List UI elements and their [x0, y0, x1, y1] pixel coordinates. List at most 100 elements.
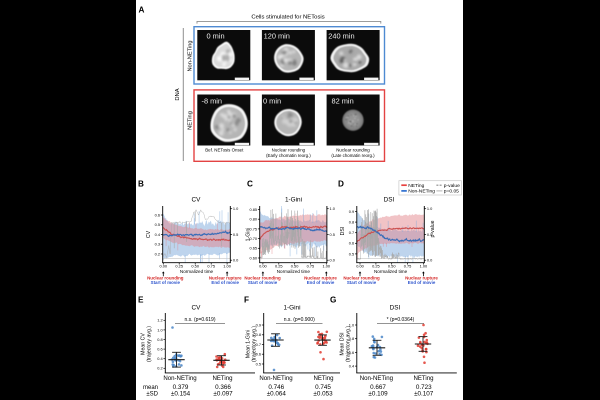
- svg-text:Nuclear rounding: Nuclear rounding: [343, 276, 380, 281]
- svg-text:0.5: 0.5: [256, 361, 261, 366]
- svg-text:0.746: 0.746: [268, 384, 284, 391]
- svg-text:p-value: p-value: [444, 183, 460, 189]
- svg-text:NETing: NETing: [413, 375, 433, 382]
- svg-text:(trajectory avg.): (trajectory avg.): [346, 326, 352, 362]
- svg-text:0.0: 0.0: [427, 258, 433, 263]
- svg-text:CV: CV: [146, 230, 152, 238]
- svg-text:120 min: 120 min: [264, 32, 290, 41]
- svg-text:0.6: 0.6: [349, 241, 354, 246]
- svg-text:0.75: 0.75: [404, 264, 412, 269]
- svg-text:0.9: 0.9: [349, 209, 354, 214]
- svg-text:0.8: 0.8: [349, 336, 354, 341]
- svg-text:Nuclear rupture: Nuclear rupture: [304, 276, 337, 281]
- svg-text:D: D: [338, 179, 344, 188]
- svg-text:Non-NETing: Non-NETing: [259, 375, 292, 382]
- svg-text:Nuclear rounding: Nuclear rounding: [147, 276, 184, 281]
- svg-text:0.4: 0.4: [157, 356, 163, 361]
- svg-text:±0.053: ±0.053: [313, 391, 333, 398]
- svg-text:0.6: 0.6: [157, 347, 162, 352]
- svg-text:0.50: 0.50: [191, 264, 199, 269]
- svg-text:-8 min: -8 min: [202, 96, 223, 105]
- svg-text:0.667: 0.667: [370, 384, 386, 391]
- svg-text:1-Gini: 1-Gini: [246, 228, 252, 242]
- svg-text:Start of movie: Start of movie: [151, 280, 181, 285]
- svg-text:0.3: 0.3: [155, 242, 160, 247]
- svg-text:B: B: [138, 179, 144, 188]
- svg-text:Non-NETing: Non-NETing: [408, 189, 435, 195]
- svg-text:0.5: 0.5: [330, 232, 335, 237]
- svg-text:DNA: DNA: [175, 88, 181, 100]
- svg-text:Normalized time: Normalized time: [180, 269, 214, 274]
- svg-text:0.25: 0.25: [372, 264, 380, 269]
- svg-text:0.80: 0.80: [250, 217, 258, 222]
- svg-text:1.0: 1.0: [330, 206, 336, 211]
- svg-text:0.25: 0.25: [275, 264, 283, 269]
- svg-text:0.8: 0.8: [349, 220, 354, 225]
- svg-text:±0.097: ±0.097: [213, 391, 233, 398]
- svg-text:0.2: 0.2: [157, 366, 162, 371]
- svg-text:G: G: [330, 296, 336, 305]
- svg-text:0.00: 0.00: [160, 264, 168, 269]
- svg-text:±SD: ±SD: [146, 392, 158, 398]
- svg-text:A: A: [139, 6, 145, 15]
- svg-text:DSI: DSI: [390, 305, 401, 312]
- svg-text:0.7: 0.7: [349, 230, 354, 235]
- svg-text:C: C: [247, 179, 253, 188]
- svg-text:(Late chomatin reorg.): (Late chomatin reorg.): [331, 153, 375, 158]
- svg-text:0.25: 0.25: [175, 264, 183, 269]
- svg-text:End of movie: End of movie: [211, 280, 239, 285]
- svg-text:Nuclear rupture: Nuclear rupture: [209, 276, 242, 281]
- svg-text:mean: mean: [143, 385, 158, 391]
- svg-text:NETing: NETing: [408, 183, 424, 189]
- svg-text:Start of movie: Start of movie: [248, 280, 278, 285]
- svg-text:0.0: 0.0: [233, 258, 239, 263]
- svg-text:1.0: 1.0: [349, 322, 355, 327]
- svg-text:Normalized time: Normalized time: [277, 269, 311, 274]
- svg-text:1.00: 1.00: [323, 264, 331, 269]
- svg-text:0.0: 0.0: [330, 258, 336, 263]
- svg-text:NETing: NETing: [188, 111, 194, 130]
- svg-text:1.2: 1.2: [157, 318, 162, 323]
- svg-text:0.4: 0.4: [155, 232, 161, 237]
- svg-text:Nuclear rupture: Nuclear rupture: [405, 276, 438, 281]
- svg-text:±0.109: ±0.109: [368, 391, 388, 398]
- svg-text:0.50: 0.50: [291, 264, 299, 269]
- svg-text:DSI: DSI: [340, 227, 346, 236]
- svg-text:Nuclear rounding: Nuclear rounding: [244, 276, 281, 281]
- svg-text:DSI: DSI: [384, 196, 395, 203]
- svg-text:Normalized time: Normalized time: [374, 269, 408, 274]
- svg-text:Mean 1-Gini: Mean 1-Gini: [246, 330, 252, 358]
- svg-text:0.85: 0.85: [250, 207, 258, 212]
- svg-text:Cells stimulated for NETosis: Cells stimulated for NETosis: [251, 14, 324, 20]
- svg-text:0.60: 0.60: [250, 255, 258, 260]
- svg-text:0.745: 0.745: [315, 384, 331, 391]
- svg-text:0.00: 0.00: [356, 264, 364, 269]
- svg-text:Nuclear rounding: Nuclear rounding: [272, 147, 306, 152]
- svg-text:0.7: 0.7: [256, 342, 261, 347]
- svg-text:0.8: 0.8: [256, 332, 261, 337]
- svg-text:0.75: 0.75: [250, 226, 258, 231]
- svg-text:p-value: p-value: [430, 220, 436, 237]
- svg-text:0.75: 0.75: [307, 264, 315, 269]
- svg-text:0.9: 0.9: [256, 322, 261, 327]
- svg-text:0.4: 0.4: [349, 364, 355, 369]
- svg-text:0.00: 0.00: [259, 264, 267, 269]
- svg-text:Mean CV: Mean CV: [140, 333, 146, 355]
- svg-text:1-Gini: 1-Gini: [285, 196, 302, 203]
- svg-text:0.70: 0.70: [250, 236, 258, 241]
- svg-text:(Early chomatin reorg.): (Early chomatin reorg.): [266, 153, 311, 158]
- svg-text:CV: CV: [192, 196, 202, 203]
- svg-text:End of movie: End of movie: [307, 280, 335, 285]
- svg-text:* (p=0.0364): * (p=0.0364): [387, 317, 415, 323]
- svg-text:NETing: NETing: [212, 375, 232, 382]
- svg-text:0.379: 0.379: [173, 384, 189, 391]
- svg-text:0.5: 0.5: [155, 222, 160, 227]
- svg-text:(trajectory avg.): (trajectory avg.): [252, 326, 258, 362]
- svg-text:1.00: 1.00: [420, 264, 428, 269]
- svg-text:0.5: 0.5: [233, 232, 238, 237]
- svg-text:0.366: 0.366: [215, 384, 231, 391]
- svg-text:1.0: 1.0: [233, 206, 239, 211]
- svg-text:0.2: 0.2: [155, 251, 160, 256]
- svg-text:Non-NETing: Non-NETing: [188, 40, 194, 71]
- svg-text:±0.064: ±0.064: [267, 391, 287, 398]
